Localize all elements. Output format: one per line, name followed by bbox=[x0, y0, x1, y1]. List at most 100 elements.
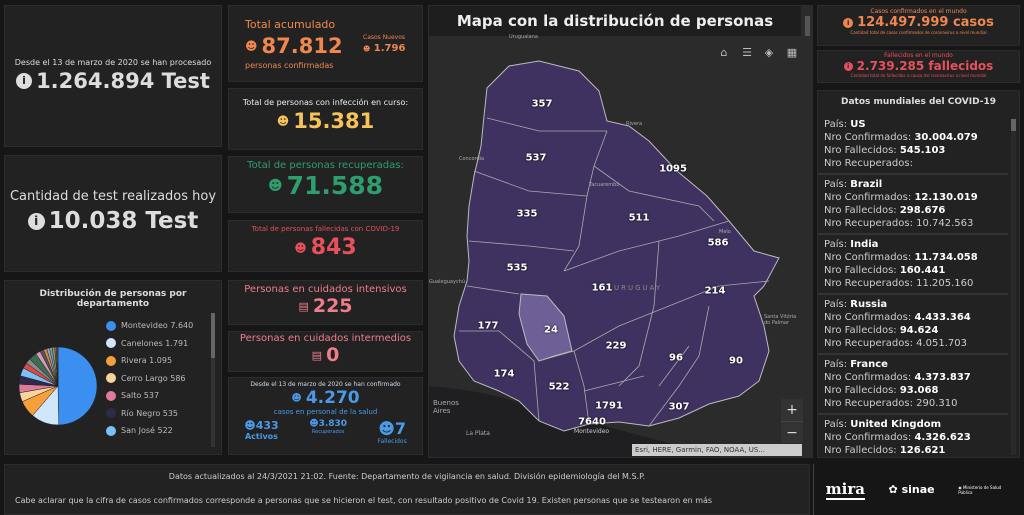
country-item[interactable]: País: United Kingdom Nro Confirmados: 4.… bbox=[818, 415, 1008, 457]
layers-icon[interactable]: ◈ bbox=[764, 46, 774, 59]
legend-swatch bbox=[106, 390, 116, 401]
map-panel[interactable]: Mapa con la distribución de personas 357… bbox=[428, 5, 813, 458]
map-label: 307 bbox=[668, 401, 690, 413]
health-active-value: 433 bbox=[255, 419, 279, 432]
intermediate-value: 0 bbox=[326, 344, 340, 366]
world-deaths-value: 2.739.285 fallecidos bbox=[856, 59, 994, 73]
map-label: 161 bbox=[591, 282, 613, 294]
country-deaths: 126.621 bbox=[899, 445, 946, 456]
country-deaths: 160.441 bbox=[899, 265, 946, 276]
person-icon: ☻ bbox=[363, 45, 371, 53]
health-recovered-label: Recuperados bbox=[311, 429, 345, 435]
legend-label: Río Negro 535 bbox=[121, 408, 179, 418]
country-deaths: 298.676 bbox=[899, 205, 946, 216]
place-label: Tacuarembó bbox=[589, 182, 620, 188]
legend-swatch bbox=[106, 320, 116, 331]
place-label: Gualeguaychú bbox=[429, 279, 466, 285]
map-label: 229 bbox=[605, 340, 627, 352]
icu-panel: Personas en cuidados intensivos ▤ 225 bbox=[228, 280, 423, 325]
country-confirmed: 4.433.364 bbox=[914, 312, 971, 323]
legend-item[interactable]: Rivera 1.095 bbox=[106, 352, 193, 370]
department-chart-panel: Distribución de personas por departament… bbox=[4, 280, 222, 455]
place-label: Santa Vitória do Palmar bbox=[764, 314, 797, 326]
zoom-out-button[interactable]: − bbox=[781, 421, 803, 443]
country-list[interactable]: País: US Nro Confirmados: 30.004.079 Nro… bbox=[818, 115, 1008, 457]
deaths-title: Total de personas fallecidas con COVID-1… bbox=[251, 225, 400, 233]
person-icon: ☻ bbox=[267, 177, 283, 194]
legend-item[interactable]: Montevideo 7.640 bbox=[106, 317, 193, 335]
health-active-label: Activos bbox=[244, 432, 278, 441]
new-cases-label: Casos Nuevos bbox=[363, 34, 406, 41]
active-value: 15.381 bbox=[293, 109, 375, 133]
zoom-in-button[interactable]: + bbox=[781, 399, 803, 421]
country-name: Russia bbox=[850, 299, 888, 310]
world-cases-value: 124.497.999 casos bbox=[857, 15, 994, 30]
country-name: France bbox=[850, 359, 888, 370]
deaths-value: 843 bbox=[310, 235, 357, 260]
tests-total-value: 1.264.894 Test bbox=[36, 69, 210, 93]
map-label: 7640 bbox=[578, 416, 606, 428]
legend-item[interactable]: Salto 537 bbox=[106, 387, 193, 405]
legend-label: San José 522 bbox=[121, 426, 173, 436]
tests-since-label: Desde el 13 de marzo de 2020 se han proc… bbox=[14, 58, 212, 67]
active-panel: Total de personas con infección en curso… bbox=[228, 88, 423, 150]
recovered-title: Total de personas recuperadas: bbox=[247, 160, 404, 171]
active-title: Total de personas con infección en curso… bbox=[242, 98, 409, 107]
health-deaths-label: Fallecidos bbox=[377, 438, 407, 445]
country-item[interactable]: País: India Nro Confirmados: 11.734.058 … bbox=[818, 235, 1008, 295]
legend-item[interactable]: Cerro Largo 586 bbox=[106, 370, 193, 388]
pie-chart bbox=[18, 346, 98, 426]
icu-value: 225 bbox=[312, 295, 353, 317]
legend-label: Montevideo 7.640 bbox=[121, 321, 194, 331]
map-label: 96 bbox=[669, 352, 683, 364]
map-label: 535 bbox=[506, 262, 528, 274]
map-label: 24 bbox=[544, 324, 558, 336]
country-recovered: 10.742.563 bbox=[916, 218, 974, 229]
info-icon: i bbox=[16, 73, 33, 89]
new-cases-value: 1.796 bbox=[373, 43, 406, 54]
map-label: 522 bbox=[548, 381, 570, 393]
flores-department bbox=[518, 293, 573, 362]
bed-icon: ▤ bbox=[311, 348, 323, 362]
health-deaths-value: 7 bbox=[394, 419, 407, 438]
footer-panel: Datos actualizados al 24/3/2021 21:02. F… bbox=[4, 464, 810, 515]
legend-scrollbar[interactable] bbox=[211, 313, 215, 447]
place-label: Montevideo bbox=[574, 428, 610, 435]
legend-item[interactable]: Canelones 1.791 bbox=[106, 335, 193, 353]
intermediate-panel: Personas en cuidados intermedios ▤ 0 bbox=[228, 331, 423, 372]
footer-disclaimer-text: Cabe aclarar que la cifra de casos confi… bbox=[15, 496, 713, 505]
country-name: United Kingdom bbox=[850, 419, 942, 430]
uruguay-map[interactable] bbox=[429, 6, 813, 458]
country-item[interactable]: País: US Nro Confirmados: 30.004.079 Nro… bbox=[818, 115, 1008, 175]
intermediate-title: Personas en cuidados intermedios bbox=[239, 333, 412, 344]
map-label: 1095 bbox=[659, 163, 687, 175]
country-recovered: 290.310 bbox=[916, 398, 958, 409]
tests-today-panel: Cantidad de test realizados hoy i 10.038 … bbox=[4, 155, 222, 272]
country-item[interactable]: País: Russia Nro Confirmados: 4.433.364 … bbox=[818, 295, 1008, 355]
country-recovered: 4.051.703 bbox=[916, 338, 968, 349]
accumulated-value: 87.812 bbox=[261, 34, 343, 58]
legend-list-icon[interactable]: ☰ bbox=[742, 46, 752, 59]
country-item[interactable]: País: Brazil Nro Confirmados: 12.130.019… bbox=[818, 175, 1008, 235]
pie-slice[interactable] bbox=[57, 346, 98, 426]
mira-logo: mira bbox=[825, 479, 865, 500]
basemap-gallery-icon[interactable]: ▦ bbox=[786, 46, 798, 59]
list-scrollbar[interactable] bbox=[1011, 119, 1016, 455]
map-scrollbar[interactable] bbox=[805, 16, 810, 36]
home-icon[interactable]: ⌂ bbox=[720, 46, 728, 59]
country-item[interactable]: País: France Nro Confirmados: 4.373.837 … bbox=[818, 355, 1008, 415]
legend-item[interactable]: Río Negro 535 bbox=[106, 405, 193, 423]
map-attribution[interactable]: Esri, HERE, Garmin, FAO, NOAA, US... bbox=[632, 444, 802, 456]
legend-item[interactable]: San José 522 bbox=[106, 422, 193, 440]
recovered-value: 71.588 bbox=[286, 171, 384, 200]
map-label: 90 bbox=[729, 355, 743, 367]
deaths-panel: Total de personas fallecidas con COVID-1… bbox=[228, 220, 423, 272]
country-name: Brazil bbox=[850, 179, 883, 190]
country-confirmed: 4.326.623 bbox=[914, 432, 971, 443]
map-label: 357 bbox=[531, 98, 553, 110]
country-name: US bbox=[850, 119, 866, 130]
health-subtitle: casos en personal de la salud bbox=[273, 408, 378, 416]
world-list-panel: Datos mundiales del COVID-19 País: US Nr… bbox=[817, 90, 1020, 458]
recovered-panel: Total de personas recuperadas: ☻ 71.588 bbox=[228, 156, 423, 213]
legend-swatch bbox=[106, 373, 116, 384]
